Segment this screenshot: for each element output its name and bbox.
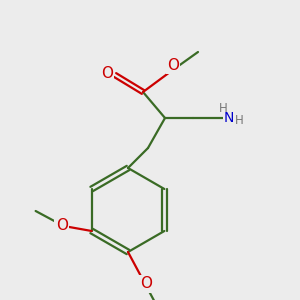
Text: H: H bbox=[219, 103, 227, 116]
Text: O: O bbox=[56, 218, 68, 232]
Text: N: N bbox=[224, 111, 234, 125]
Text: O: O bbox=[101, 65, 113, 80]
Text: H: H bbox=[235, 113, 243, 127]
Text: O: O bbox=[167, 58, 179, 73]
Text: O: O bbox=[140, 277, 152, 292]
